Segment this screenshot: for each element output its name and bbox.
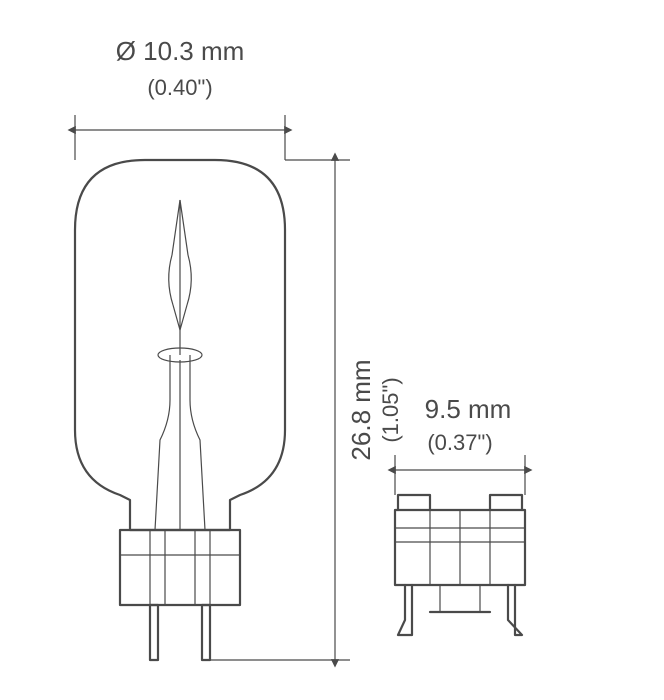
dimension-base-width: 9.5 mm (0.37") [395,394,525,495]
height-mm: 26.8 mm [346,359,376,460]
diameter-mm: Ø 10.3 mm [116,36,245,66]
technical-drawing: Ø 10.3 mm (0.40") [0,0,664,700]
bulb-filament [155,200,205,530]
base-width-in: (0.37") [427,430,492,455]
bulb-base [120,530,240,660]
dimension-diameter: Ø 10.3 mm (0.40") [75,36,285,160]
diameter-in: (0.40") [147,75,212,100]
height-in: (1.05") [378,377,403,442]
base-width-mm: 9.5 mm [425,394,512,424]
socket-side-view [395,495,525,635]
